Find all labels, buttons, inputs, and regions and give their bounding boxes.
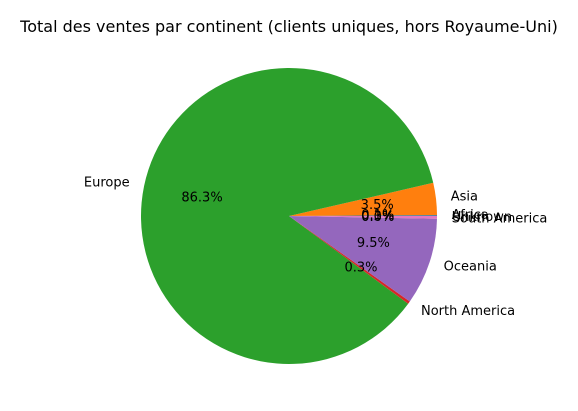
pie-label-oceania: Oceania — [444, 259, 497, 274]
pie-slice-europe — [141, 67, 434, 364]
pie-slice-north-america — [289, 216, 410, 304]
pie-label-unknown: Unknown — [452, 210, 512, 225]
pie-pct-europe: 86.3% — [181, 190, 222, 205]
pie-slice-oceania — [289, 216, 437, 302]
pie-pct-south-america: 0.0% — [361, 210, 394, 225]
pie-pct-asia: 3.5% — [361, 198, 394, 213]
pie-label-asia: Asia — [451, 190, 478, 205]
pie-slices — [141, 67, 437, 364]
pie-pct-oceania: 9.5% — [357, 236, 390, 251]
pie-pct-north-america: 0.3% — [344, 260, 377, 275]
pie-labels: Africa Asia Europe North America Oceania Sout… — [84, 175, 547, 318]
pie-label-south-america: South America — [452, 212, 548, 227]
pie-pct-unknown: 0.3% — [361, 209, 394, 224]
chart-title: Total des ventes par continent (clients … — [19, 17, 558, 36]
pie-label-africa: Africa — [452, 208, 489, 223]
pie-slice-asia — [289, 182, 437, 216]
pie-pct-africa: 0.1% — [361, 208, 394, 223]
pie-label-europe: Europe — [84, 175, 130, 190]
pie-label-north-america: North America — [421, 304, 515, 319]
pie-percentages: 0.1%3.5%86.3%0.3%9.5%0.0%0.3% — [181, 190, 394, 275]
pie-slice-africa — [289, 215, 437, 216]
pie-slice-unknown — [289, 216, 437, 219]
